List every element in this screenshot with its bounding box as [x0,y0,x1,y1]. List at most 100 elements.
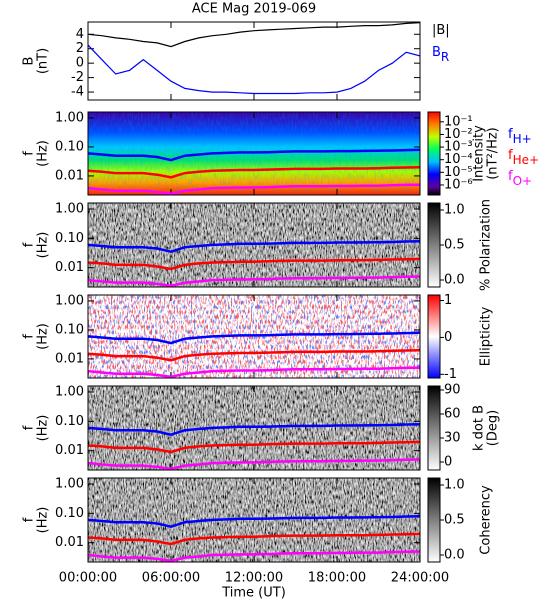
line [88,22,420,48]
lines [88,514,420,562]
y-tick-label: 0.10 [55,231,84,246]
legend-label: |B| [432,23,450,38]
line [88,458,420,470]
line [88,44,420,95]
colorbar [427,477,441,563]
y-tick-label: 1.00 [55,384,84,399]
colorbar [427,385,441,471]
colorbar-label: Intensity [472,125,487,182]
y-tick-label: 0.10 [55,139,84,154]
plot-frame [87,202,421,288]
legend-label: fH+ [508,127,532,146]
colorbar-tick-label: 0.0 [444,548,465,563]
spectrogram [88,112,420,195]
colorbar-label: (nT²/Hz) [486,127,501,180]
colorbar-label: (Deg) [486,410,501,446]
y-tick-label: -4 [71,85,84,100]
colorbar-tick-label: 10⁻⁴ [444,152,473,167]
colorbar-label: Coherency [479,485,494,555]
colorbar [427,294,441,379]
y-tick-label: 0.10 [55,506,84,521]
colorbar [427,111,441,196]
line [88,422,420,436]
lines [88,22,420,95]
lines [88,239,420,287]
spectrogram [88,478,420,562]
plot-frame [87,477,421,563]
y-axis-label: (Hz) [36,415,51,442]
y-tick-label: 0 [76,56,84,71]
colorbar-tick-label: 1.0 [444,478,465,493]
lines [88,331,420,378]
colorbar-tick-label: 10⁻³ [444,140,473,155]
y-axis-label: f [22,517,37,522]
y-tick-label: -2 [71,70,84,85]
y-axis-label: f [22,425,37,430]
line [88,366,420,378]
y-axis-label: f [22,334,37,339]
line [88,550,420,562]
line [88,148,420,162]
y-tick-label: 0.01 [55,351,84,366]
y-axis-label: (nT) [36,48,51,74]
legend-sub: He+ [513,153,539,167]
y-axis-label: (Hz) [36,232,51,259]
colorbar-tick-label: -1 [444,367,457,382]
colorbar-tick-label: 60 [444,407,461,422]
y-axis-label: f [22,151,37,156]
legend-label: fHe+ [508,148,539,167]
legend-label: BR [432,45,449,64]
y-tick-label: 1.00 [55,476,84,491]
x-tick-label: 06:00:00 [142,571,200,586]
legend-name: B [432,45,441,60]
line [88,239,420,253]
colorbar-tick-label: 1 [444,293,452,308]
x-tick-label: 00:00:00 [59,571,117,586]
legend-sub: R [441,50,449,64]
line [88,275,420,287]
plot-frame [87,385,421,471]
legend-name: f [508,148,513,163]
x-tick-label: 18:00:00 [308,571,366,586]
y-tick-label: 0.01 [55,168,84,183]
legend-sub: O+ [513,174,533,188]
line [88,257,420,271]
y-axis-label: (Hz) [36,140,51,167]
line [88,514,420,528]
plot-frame [87,111,421,196]
lines [88,422,420,470]
legend-sub: H+ [513,132,532,146]
colorbar-tick-label: 0 [444,330,452,345]
colorbar-tick-label: 10⁻² [444,127,473,142]
line [88,331,420,345]
colorbar-tick-label: 0.0 [444,273,465,288]
y-axis-label: B [22,57,37,66]
x-tick-label: 12:00:00 [225,571,283,586]
x-axis-label: Time (UT) [221,586,286,600]
y-tick-label: 1.00 [55,293,84,308]
y-tick-label: 0.01 [55,443,84,458]
colorbar-tick-label: 90 [444,383,461,398]
colorbar-tick-label: 0.5 [444,513,465,528]
y-tick-label: 0.10 [55,414,84,429]
y-tick-label: 0.10 [55,322,84,337]
colorbar-label: % Polarization [479,199,494,291]
y-tick-label: 1.00 [55,201,84,216]
line [88,348,420,362]
colorbar-tick-label: 0.5 [444,238,465,253]
colorbar-tick-label: 10⁻⁶ [444,177,473,192]
colorbar-tick-label: 0 [444,455,452,470]
plot-frame [87,21,421,101]
legend-name: |B| [432,23,450,38]
plot-frame [87,294,421,379]
chart-title: ACE Mag 2019-069 [192,2,316,17]
legend-name: f [508,127,513,142]
colorbar-label: k dot B [472,405,487,451]
lines [88,148,420,195]
y-tick-label: 1.00 [55,110,84,125]
colorbar-tick-label: 30 [444,431,461,446]
line [88,165,420,179]
y-axis-label: f [22,242,37,247]
colorbar-label: Ellipticity [479,306,494,366]
